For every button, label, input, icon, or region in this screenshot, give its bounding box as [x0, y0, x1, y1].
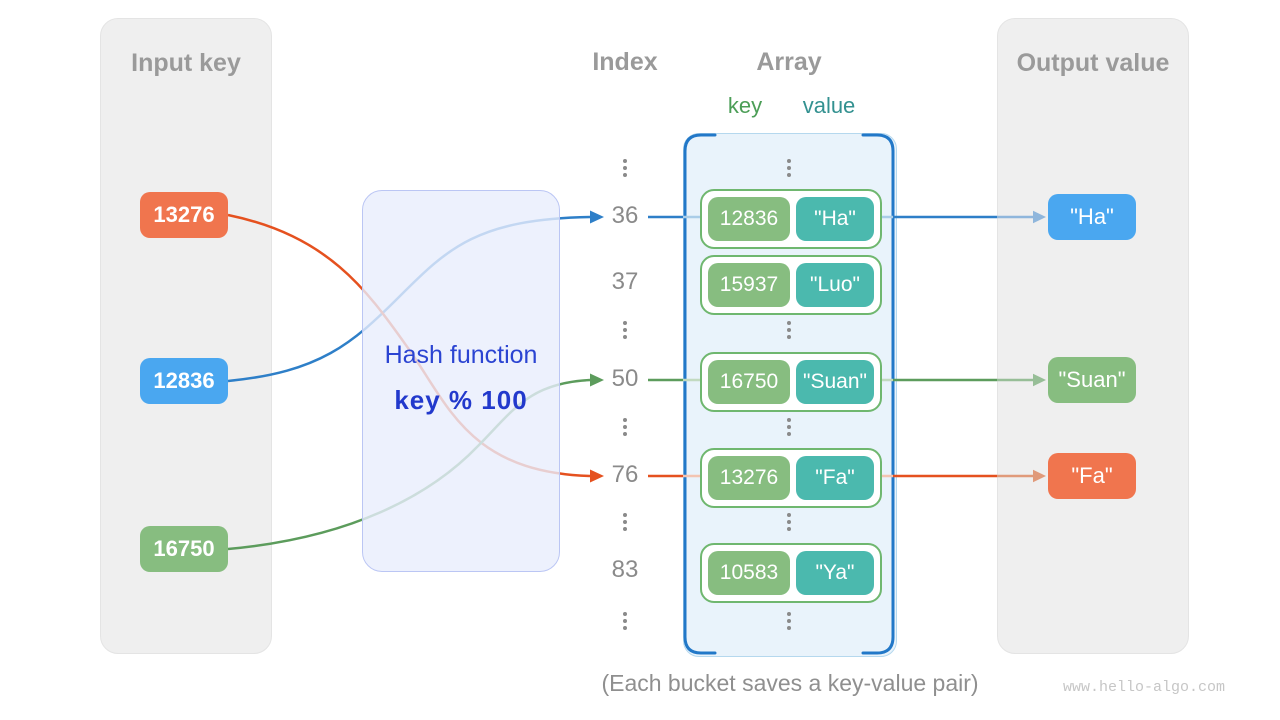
hash-function-label: Hash function: [384, 341, 538, 369]
array-value-label: value: [802, 93, 856, 118]
bucket-value: "Suan": [796, 360, 874, 404]
bucket: 10583 "Ya": [700, 543, 882, 603]
hash-function-box: Hash function key % 100: [362, 190, 560, 572]
bucket-key: 16750: [708, 360, 790, 404]
watermark: www.hello-algo.com: [1062, 679, 1225, 696]
vertical-ellipsis: [787, 156, 791, 180]
bucket-value: "Ha": [796, 197, 874, 241]
vertical-ellipsis: [787, 318, 791, 342]
output-value-panel: Output value: [997, 18, 1189, 654]
index-cell: 76: [611, 461, 639, 488]
array-column-header: Array: [756, 48, 822, 76]
bucket-key: 13276: [708, 456, 790, 500]
hash-function-formula: key % 100: [394, 385, 528, 415]
output-value-badge: "Suan": [1048, 357, 1136, 403]
bucket-value: "Luo": [796, 263, 874, 307]
bucket-key: 10583: [708, 551, 790, 595]
bucket: 12836 "Ha": [700, 189, 882, 249]
index-cell: 37: [611, 268, 639, 295]
vertical-ellipsis: [787, 609, 791, 633]
input-key-badge: 12836: [140, 358, 228, 404]
bucket-key: 12836: [708, 197, 790, 241]
input-key-badge: 13276: [140, 192, 228, 238]
bucket-key: 15937: [708, 263, 790, 307]
index-cell: 83: [611, 556, 639, 583]
bucket-value: "Ya": [796, 551, 874, 595]
vertical-ellipsis: [623, 510, 627, 534]
output-value-title: Output value: [1016, 49, 1170, 77]
vertical-ellipsis: [623, 318, 627, 342]
index-cell: 36: [611, 202, 639, 229]
vertical-ellipsis: [623, 609, 627, 633]
bucket: 13276 "Fa": [700, 448, 882, 508]
output-value-badge: "Fa": [1048, 453, 1136, 499]
input-key-badge: 16750: [140, 526, 228, 572]
vertical-ellipsis: [787, 415, 791, 439]
array-key-label: key: [727, 93, 763, 118]
bucket: 15937 "Luo": [700, 255, 882, 315]
index-cell: 50: [611, 365, 639, 392]
bucket-value: "Fa": [796, 456, 874, 500]
input-key-title: Input key: [131, 49, 241, 77]
index-column-header: Index: [592, 48, 658, 76]
vertical-ellipsis: [623, 415, 627, 439]
figure-caption: (Each bucket saves a key-value pair): [601, 670, 979, 696]
output-value-badge: "Ha": [1048, 194, 1136, 240]
vertical-ellipsis: [623, 156, 627, 180]
bucket: 16750 "Suan": [700, 352, 882, 412]
vertical-ellipsis: [787, 510, 791, 534]
